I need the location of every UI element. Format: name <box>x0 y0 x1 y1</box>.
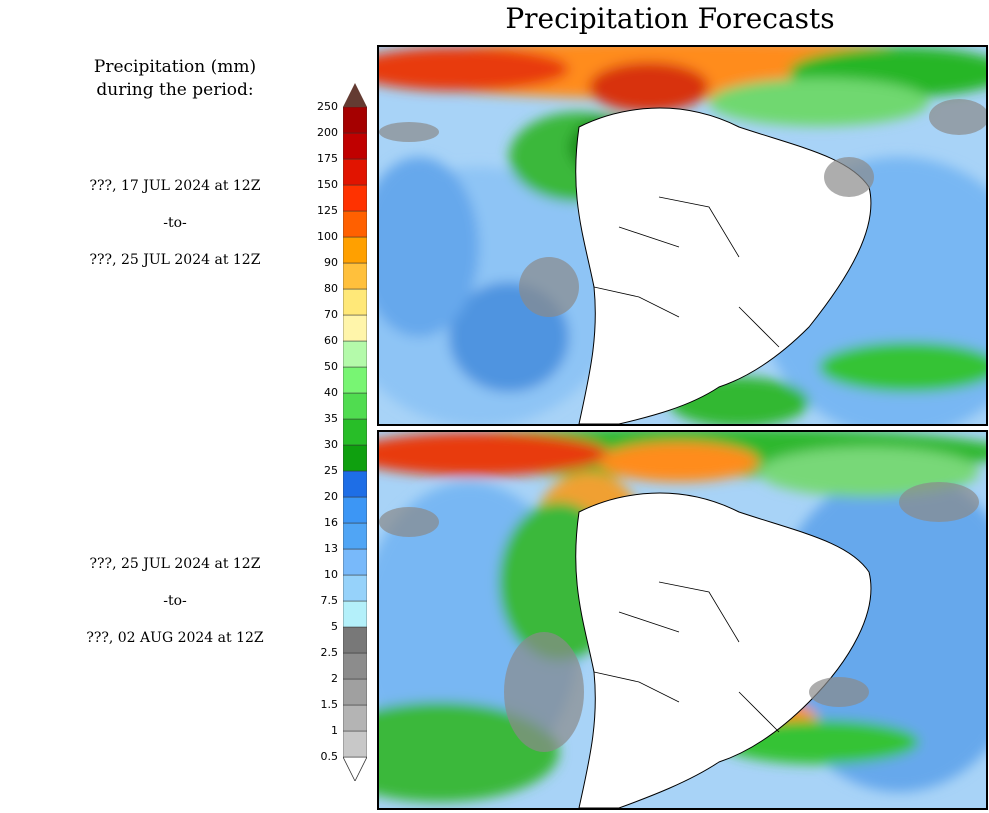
colorbar-box <box>343 392 367 420</box>
colorbar-tick-label: 175 <box>317 152 338 165</box>
colorbar-box <box>343 106 367 134</box>
colorbar-box <box>343 730 367 758</box>
colorbar-triangle-bottom <box>343 756 367 781</box>
colorbar-tick-label: 200 <box>317 126 338 139</box>
period-1-end: ???, 25 JUL 2024 at 12Z <box>89 252 261 268</box>
colorbar-box <box>343 262 367 290</box>
colorbar-tick-label: 70 <box>324 308 338 321</box>
colorbar-box <box>343 184 367 212</box>
colorbar-box <box>343 600 367 628</box>
colorbar-box <box>343 340 367 368</box>
colorbar-box <box>343 132 367 160</box>
colorbar-tick-label: 80 <box>324 282 338 295</box>
colorbar-tick-label: 250 <box>317 100 338 113</box>
dry-interior-region <box>644 577 851 682</box>
colorbar-box <box>343 418 367 446</box>
colorbar-box <box>343 288 367 316</box>
colorbar-box <box>343 548 367 576</box>
colorbar-box <box>343 704 367 732</box>
colorbar-tick-label: 20 <box>324 490 338 503</box>
period-2-end: ???, 02 AUG 2024 at 12Z <box>86 630 264 646</box>
period-2-label: ???, 25 JUL 2024 at 12Z -to- ???, 02 AUG… <box>20 546 330 657</box>
colorbar-tick-label: 7.5 <box>320 594 339 607</box>
colorbar-box <box>343 652 367 680</box>
colorbar-tick-label: 2 <box>331 672 338 685</box>
map-1-svg <box>379 47 986 424</box>
colorbar-tick-label: 13 <box>324 542 338 555</box>
colorbar-tick-label: 25 <box>324 464 338 477</box>
page-title: Precipitation Forecasts <box>505 2 835 35</box>
period-1-start: ???, 17 JUL 2024 at 12Z <box>89 178 261 194</box>
colorbar-tick-label: 0.5 <box>320 750 339 763</box>
colorbar-box <box>343 678 367 706</box>
colorbar <box>343 83 367 781</box>
legend-title: Precipitation (mm) during the period: <box>40 56 310 102</box>
colorbar-box <box>343 626 367 654</box>
colorbar-box <box>343 444 367 472</box>
period-2-start: ???, 25 JUL 2024 at 12Z <box>89 556 261 572</box>
colorbar-tick-label: 125 <box>317 204 338 217</box>
period-1-label: ???, 17 JUL 2024 at 12Z -to- ???, 25 JUL… <box>20 168 330 279</box>
period-2-to: -to- <box>163 593 187 609</box>
colorbar-box <box>343 210 367 238</box>
colorbar-box <box>343 158 367 186</box>
colorbar-tick-label: 150 <box>317 178 338 191</box>
colorbar-box <box>343 236 367 264</box>
colorbar-box <box>343 574 367 602</box>
map-2-svg <box>379 432 986 808</box>
map-panel-period-1 <box>377 45 988 426</box>
colorbar-tick-label: 10 <box>324 568 338 581</box>
colorbar-tick-label: 2.5 <box>320 646 339 659</box>
colorbar-tick-label: 90 <box>324 256 338 269</box>
colorbar-tick-label: 50 <box>324 360 338 373</box>
colorbar-tick-label: 100 <box>317 230 338 243</box>
colorbar-box <box>343 496 367 524</box>
colorbar-tick-label: 1 <box>331 724 338 737</box>
map-panel-period-2 <box>377 430 988 810</box>
colorbar-tick-label: 40 <box>324 386 338 399</box>
colorbar-tick-label: 16 <box>324 516 338 529</box>
colorbar-tick-label: 60 <box>324 334 338 347</box>
colorbar-box <box>343 366 367 394</box>
colorbar-tick-label: 1.5 <box>320 698 339 711</box>
legend-title-line2: during the period: <box>96 80 254 100</box>
colorbar-box <box>343 470 367 498</box>
country-borders <box>593 581 780 733</box>
colorbar-box <box>343 314 367 342</box>
colorbar-box <box>343 522 367 550</box>
period-1-to: -to- <box>163 215 187 231</box>
dry-interior-region <box>688 163 859 307</box>
colorbar-triangle-top <box>343 83 367 107</box>
light-precip-gray <box>379 482 979 752</box>
legend-title-line1: Precipitation (mm) <box>93 57 257 77</box>
colorbar-tick-label: 5 <box>331 620 338 633</box>
light-precip-gray <box>379 99 986 317</box>
country-borders <box>593 196 780 348</box>
colorbar-tick-label: 35 <box>324 412 338 425</box>
colorbar-tick-label: 30 <box>324 438 338 451</box>
